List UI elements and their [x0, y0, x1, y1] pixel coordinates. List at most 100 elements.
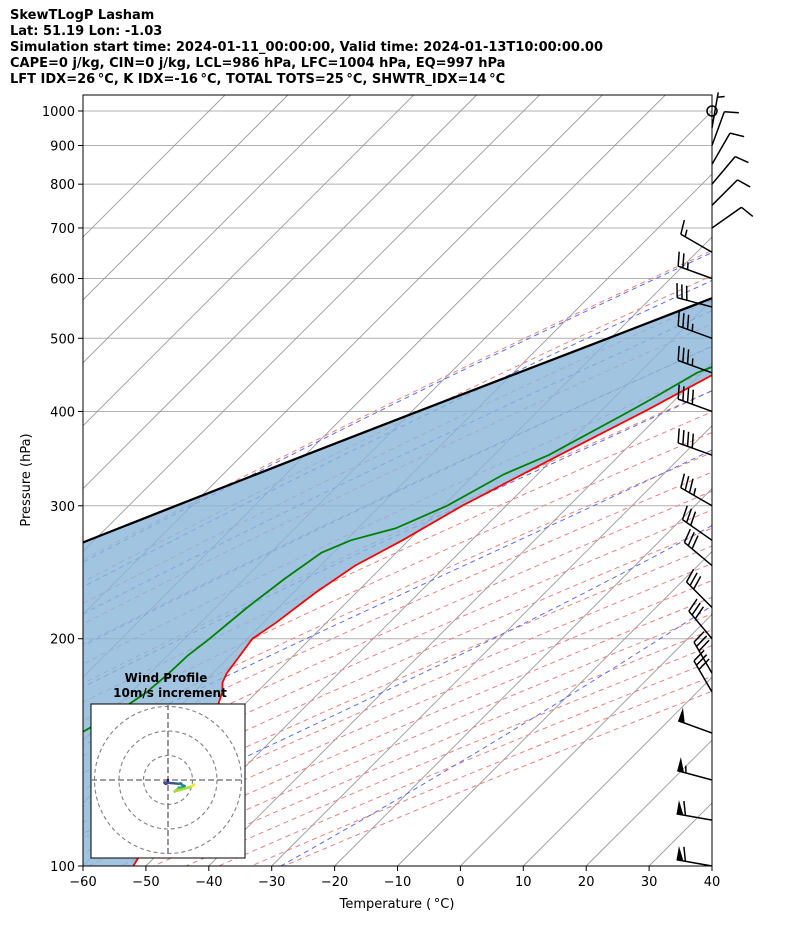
- isotherm: [648, 802, 712, 866]
- x-tick-label: −10: [384, 875, 411, 890]
- barb-full: [689, 572, 698, 586]
- x-tick-label: 20: [578, 875, 595, 890]
- location-line: Lat: 51.19 Lon: -1.03: [10, 24, 163, 39]
- barb-shaft: [711, 111, 726, 146]
- barb-shaft: [682, 519, 713, 541]
- isotherm: [83, 95, 415, 427]
- x-axis-label: Temperature ( °C): [339, 897, 455, 912]
- barb-full: [687, 532, 695, 546]
- wind-barb: [681, 505, 713, 541]
- barb-full: [737, 179, 751, 188]
- isotherm: [208, 362, 712, 866]
- x-tick-label: 0: [456, 875, 464, 890]
- wind-barb: [677, 707, 713, 734]
- x-tick-label: −50: [132, 875, 159, 890]
- barb-full: [683, 800, 687, 816]
- wind-barb: [680, 219, 713, 253]
- dry-adiabat: [83, 509, 712, 791]
- isotherm: [145, 299, 712, 866]
- wind-barb: [677, 428, 713, 456]
- wind-barb: [677, 757, 713, 781]
- x-tick-label: 10: [515, 875, 532, 890]
- barb-shaft: [711, 92, 719, 128]
- barb-shaft: [677, 325, 713, 339]
- y-tick-label: 700: [50, 222, 75, 237]
- barb-shaft: [677, 398, 713, 413]
- y-axis-label: Pressure (hPa): [19, 433, 34, 526]
- barb-half: [717, 95, 725, 99]
- chart-header: SkewTLogP Lasham Lat: 51.19 Lon: -1.03 S…: [10, 8, 603, 88]
- barb-full: [698, 658, 710, 671]
- isotherm: [334, 487, 712, 866]
- isotherm: [585, 739, 712, 866]
- x-tick-label: −40: [195, 875, 222, 890]
- dry-adiabat: [83, 471, 712, 757]
- barb-full: [691, 535, 699, 550]
- barb-full: [689, 511, 697, 526]
- barb-full: [681, 505, 688, 520]
- hodograph-segment: [163, 781, 175, 785]
- hodograph-segment: [173, 786, 190, 793]
- barb-shaft: [688, 610, 713, 640]
- barb-full: [695, 635, 708, 647]
- barb-shaft: [680, 487, 713, 507]
- indices-line-2: LFT IDX=26 °C, K IDX=-16 °C, TOTAL TOTS=…: [10, 72, 506, 87]
- isotherm: [271, 425, 712, 866]
- wind-barb: [706, 105, 718, 117]
- cin-shading: [83, 298, 712, 866]
- barb-shaft: [677, 720, 713, 734]
- barb-flag: [676, 800, 684, 816]
- barb-flag: [677, 757, 684, 773]
- x-tick-label: 40: [704, 875, 721, 890]
- indices-line-1: CAPE=0 j/kg, CIN=0 j/kg, LCL=986 hPa, LF…: [10, 56, 506, 71]
- x-tick-label: −30: [258, 875, 285, 890]
- barb-shaft: [711, 156, 736, 185]
- barb-full: [691, 433, 695, 449]
- wind-barb: [677, 345, 713, 374]
- barb-full: [695, 654, 708, 666]
- barb-full: [683, 846, 687, 862]
- wind-barb: [680, 473, 713, 507]
- wind-barb: [693, 649, 713, 693]
- barb-full: [683, 528, 692, 543]
- barb-half: [691, 358, 694, 366]
- wind-barb: [711, 155, 749, 185]
- barb-full: [693, 649, 705, 662]
- barb-full: [685, 508, 693, 523]
- barb-flag: [678, 707, 685, 724]
- isotherm: [460, 613, 712, 866]
- barb-half: [684, 229, 688, 237]
- barb-full: [680, 473, 686, 488]
- barb-full: [691, 602, 701, 616]
- barb-shaft: [683, 541, 713, 567]
- wind-barb: [688, 598, 713, 640]
- barb-full: [698, 639, 710, 652]
- y-tick-label: 1000: [42, 105, 75, 120]
- barb-full: [682, 347, 685, 363]
- isotherm: [83, 95, 289, 301]
- barb-full: [677, 311, 680, 327]
- wind-barb: [677, 384, 713, 413]
- barb-full: [691, 389, 695, 405]
- barb-full: [694, 606, 705, 620]
- dry-adiabat: [83, 490, 712, 774]
- barb-full: [686, 349, 690, 364]
- y-tick-label: 200: [50, 633, 75, 648]
- isotherm: [83, 95, 540, 553]
- barb-full: [682, 313, 685, 328]
- isotherm: [397, 550, 712, 866]
- barb-half: [686, 262, 689, 270]
- wind-barb: [683, 528, 713, 567]
- barb-half: [691, 323, 694, 332]
- y-tick-label: 500: [50, 332, 75, 347]
- moist-adiabat: [83, 251, 712, 563]
- dry-adiabat: [83, 411, 712, 703]
- barb-full: [688, 598, 698, 612]
- barb-full: [686, 387, 690, 403]
- barb-full: [677, 345, 680, 361]
- barb-shaft: [711, 206, 742, 229]
- wind-barb: [711, 110, 739, 146]
- barb-shaft: [686, 581, 713, 609]
- calm-circle: [706, 105, 718, 117]
